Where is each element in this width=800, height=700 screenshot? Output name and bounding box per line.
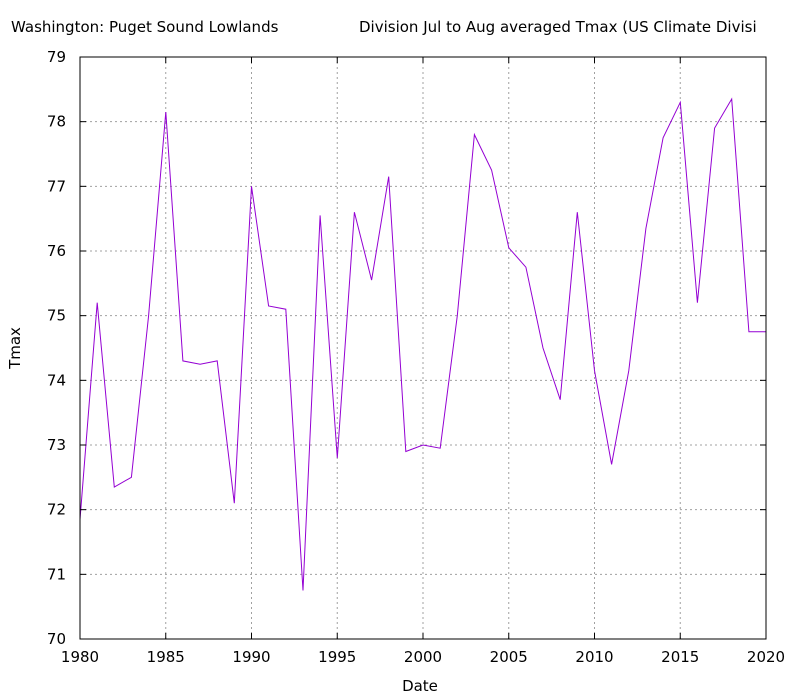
- y-tick-label: 79: [47, 48, 66, 66]
- y-tick-label: 76: [47, 242, 66, 260]
- x-tick-label: 2010: [575, 648, 613, 666]
- x-tick-label: 2005: [490, 648, 528, 666]
- x-tick-label: 1985: [147, 648, 185, 666]
- y-tick-label: 75: [47, 307, 66, 325]
- y-tick-label: 74: [47, 371, 66, 389]
- y-tick-label: 78: [47, 113, 66, 131]
- x-tick-label: 1995: [318, 648, 356, 666]
- y-tick-labels: 70 71 72 73 74 75 76 77 78 79: [47, 48, 66, 648]
- chart-title-right: Division Jul to Aug averaged Tmax (US Cl…: [359, 18, 757, 36]
- x-tick-label: 2015: [661, 648, 699, 666]
- x-axis-label: Date: [402, 677, 438, 695]
- y-tick-label: 77: [47, 177, 66, 195]
- axis-ticks: [79, 56, 767, 640]
- chart-title-left: Washington: Puget Sound Lowlands: [11, 18, 279, 36]
- y-tick-label: 73: [47, 436, 66, 454]
- series-line-tmax: [79, 97, 766, 591]
- x-tick-label: 2020: [747, 648, 785, 666]
- x-tick-label: 1980: [61, 648, 99, 666]
- x-tick-label: 2000: [404, 648, 442, 666]
- x-tick-label: 1990: [232, 648, 270, 666]
- y-axis-label: Tmax: [6, 327, 24, 370]
- grid-lines: [80, 57, 766, 639]
- y-tick-label: 72: [47, 501, 66, 519]
- y-tick-label: 71: [47, 565, 66, 583]
- x-tick-labels: 1980 1985 1990 1995 2000 2005 2010 2015 2020: [61, 648, 785, 666]
- y-tick-label: 70: [47, 630, 66, 648]
